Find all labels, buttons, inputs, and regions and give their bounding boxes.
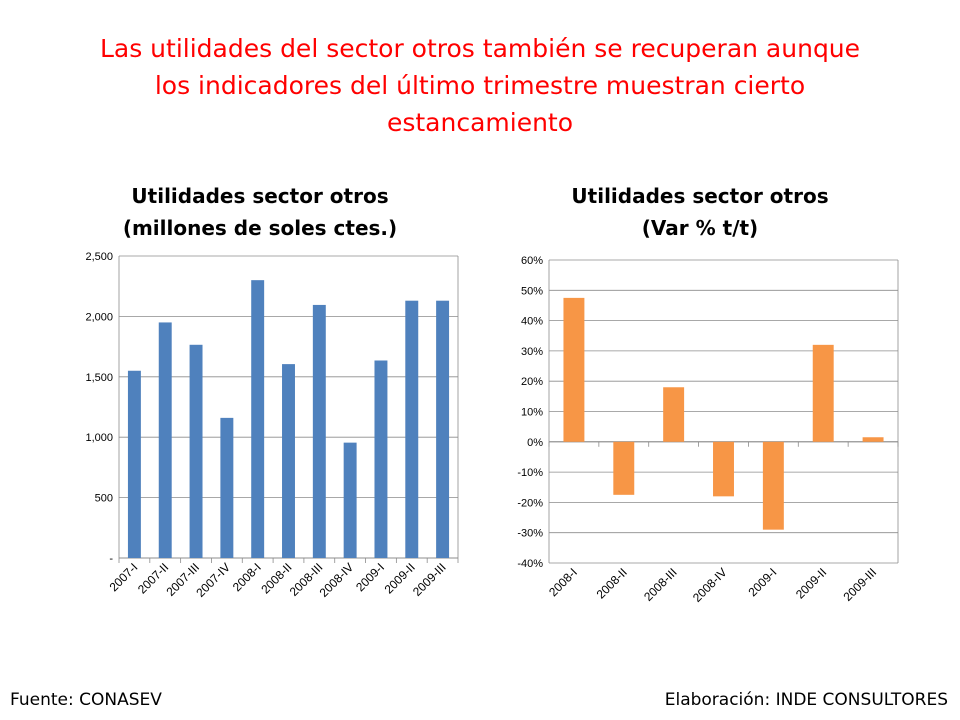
right-chart-title-line: (Var % t/t): [641, 216, 759, 240]
bar: [762, 441, 784, 530]
y-tick-label: 20%: [521, 376, 543, 388]
y-tick-label: -20%: [517, 497, 543, 509]
x-tick-label: 2009-II: [793, 565, 829, 601]
y-tick-label: 500: [95, 493, 113, 505]
right-chart-title-line: Utilidades sector otros: [571, 184, 829, 208]
slide-title-line: los indicadores del último trimestre mue…: [154, 71, 806, 100]
bar: [713, 441, 734, 497]
left-chart-title-line: (millones de soles ctes.): [122, 216, 398, 240]
y-tick-label: 30%: [521, 346, 543, 358]
x-tick-label: 2008-I: [546, 565, 580, 599]
bar: [251, 280, 265, 558]
left-chart-title: Utilidades sector otros (millones de sol…: [60, 180, 460, 244]
bar: [812, 344, 834, 442]
y-tick-label: 1,000: [85, 432, 113, 444]
footer-source: Fuente: CONASEV: [10, 690, 162, 710]
y-tick-label: 2,000: [85, 311, 113, 323]
slide-title-line: estancamiento: [386, 108, 574, 137]
bar: [436, 300, 450, 558]
y-tick-label: -40%: [517, 558, 543, 570]
bar: [613, 441, 635, 495]
bar: [158, 322, 172, 558]
bar: [312, 304, 326, 558]
y-tick-label: 50%: [521, 285, 543, 297]
bar: [862, 437, 884, 442]
x-tick-label: 2009-III: [841, 565, 880, 604]
y-tick-label: 1,500: [85, 372, 113, 384]
y-tick-label: -: [109, 553, 113, 565]
bar: [563, 297, 585, 442]
bar: [343, 442, 357, 558]
y-tick-label: -10%: [517, 467, 543, 479]
right-chart-title: Utilidades sector otros (Var % t/t): [495, 180, 905, 244]
y-tick-label: 2,500: [85, 251, 113, 263]
y-tick-label: 40%: [521, 316, 543, 328]
slide-title: Las utilidades del sector otros también …: [40, 30, 920, 141]
bar: [282, 364, 295, 558]
footer-credit: Elaboración: INDE CONSULTORES: [664, 690, 948, 710]
x-tick-label: 2008-IV: [690, 565, 730, 605]
y-tick-label: -30%: [517, 528, 543, 540]
x-tick-label: 2008-II: [594, 565, 630, 601]
bar: [663, 387, 685, 442]
y-tick-label: 60%: [521, 255, 543, 267]
bar: [189, 344, 203, 558]
bar: [220, 417, 234, 558]
bar: [405, 300, 419, 558]
bar: [374, 360, 388, 558]
left-chart-title-line: Utilidades sector otros: [131, 184, 389, 208]
slide-title-line: Las utilidades del sector otros también …: [99, 34, 861, 63]
y-tick-label: 0%: [527, 437, 543, 449]
y-tick-label: 10%: [521, 407, 543, 419]
bar: [127, 370, 141, 558]
x-tick-label: 2009-I: [746, 565, 780, 599]
x-tick-label: 2008-III: [641, 565, 680, 604]
